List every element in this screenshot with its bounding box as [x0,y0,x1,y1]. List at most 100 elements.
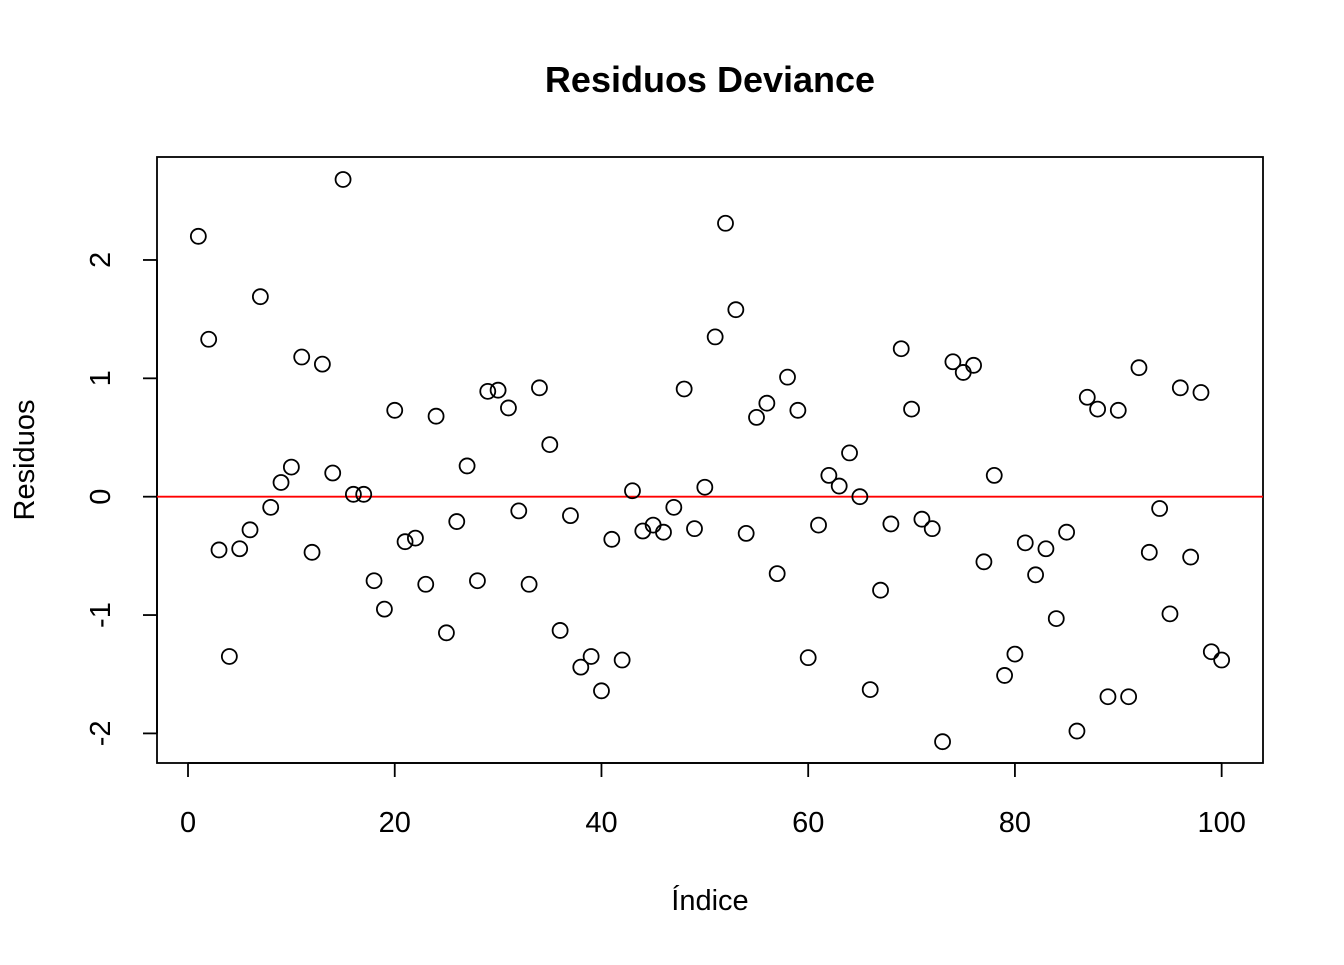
data-point [944,353,962,371]
data-point [1120,688,1138,706]
data-point [355,485,373,503]
data-point [1016,534,1034,552]
data-point [985,466,1003,484]
data-point [768,565,786,583]
data-point [1202,643,1220,661]
data-point [830,477,848,495]
data-point [603,530,621,548]
data-point [1006,645,1024,663]
data-point [954,364,972,381]
y-tick-label: 0 [85,489,117,505]
data-point [1047,610,1065,628]
data-point [458,457,476,475]
x-tick-label: 80 [999,807,1031,839]
data-point [758,394,776,412]
data-point [241,521,259,539]
data-point [313,355,331,373]
data-point [706,328,724,346]
data-point [748,408,765,426]
data-point [272,474,290,491]
data-point [965,356,982,374]
y-axis-label: Residuos [9,400,41,521]
y-tick-label: -2 [85,721,117,747]
data-point [861,681,879,699]
data-point [717,214,734,232]
data-point [882,515,900,533]
data-point [448,513,466,530]
x-tick-label: 0 [180,807,196,839]
data-points [189,171,1231,751]
x-tick-label: 40 [585,807,617,839]
data-point [996,667,1013,684]
data-point [1027,566,1044,584]
data-point [500,399,517,417]
data-point [665,498,683,516]
data-point [1037,540,1055,558]
data-point [913,510,931,528]
data-point [934,733,951,751]
data-point [851,488,869,506]
data-point [200,330,218,348]
data-point [510,502,528,520]
data-point [427,407,445,425]
data-point [1171,379,1189,397]
data-point [531,379,548,397]
data-point [923,520,941,538]
data-point [520,575,538,593]
data-point [365,572,383,590]
data-point [1068,722,1086,740]
data-point [696,478,714,496]
data-point [334,171,352,188]
data-point [1109,401,1127,419]
data-point [675,380,693,398]
data-point [189,227,207,245]
data-point [1078,388,1096,406]
data-point [737,524,755,542]
data-point [469,572,486,590]
plot-frame [156,156,1264,764]
data-point [892,340,910,358]
data-point [634,522,652,540]
data-point [975,553,993,571]
data-point [376,600,393,618]
x-axis: 0 20 40 60 80 100 [180,762,1246,839]
data-point [220,648,238,665]
data-point [1192,384,1210,401]
chart-title: Residuos Deviance [545,59,875,100]
data-point [655,523,672,541]
data-point [903,400,920,418]
data-point [872,581,889,599]
data-point [562,507,579,525]
data-point [572,658,590,676]
data-point [1130,359,1148,377]
x-tick-label: 60 [792,807,824,839]
y-tick-label: 2 [85,252,117,268]
y-tick-label: -1 [85,602,117,628]
data-point [251,288,269,306]
data-point [407,529,424,547]
data-point [1213,651,1231,669]
x-tick-label: 20 [379,807,411,839]
data-point [417,575,435,593]
data-point [613,651,631,669]
data-point [1058,523,1076,541]
data-point [541,436,559,454]
data-point [479,382,497,400]
data-point [386,401,404,419]
data-point [799,649,817,667]
data-point [210,541,228,559]
data-point [396,533,414,551]
data-point [624,482,641,500]
data-point [810,516,827,534]
data-point [438,624,455,642]
data-point [489,381,507,399]
data-point [1161,605,1179,623]
data-point [293,348,311,366]
data-point [231,540,249,558]
data-point [820,466,838,484]
data-point [686,520,703,538]
data-point [1182,548,1200,566]
data-point [779,368,796,386]
